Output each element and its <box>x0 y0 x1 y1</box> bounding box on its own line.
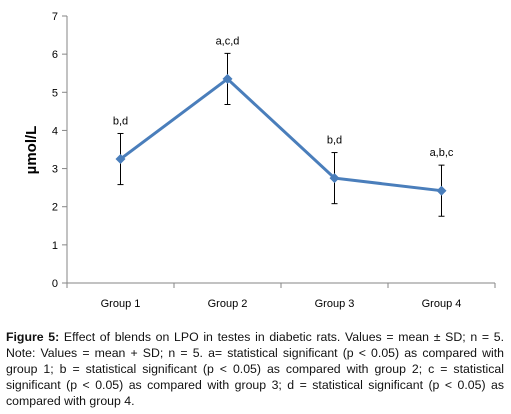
data-point <box>329 173 340 184</box>
caption-label: Figure 5: <box>6 330 60 344</box>
x-axis: Group 1 Group 2 Group 3 Group 4 <box>66 282 496 310</box>
series-line <box>119 76 442 193</box>
x-tick-label: Group 1 <box>101 298 141 310</box>
x-tick-label: Group 3 <box>315 298 355 310</box>
y-axis-label: µmol/L <box>23 126 40 175</box>
y-tick-label: 0 <box>52 278 58 290</box>
y-tick-label: 6 <box>52 49 58 61</box>
significance-labels: b,d a,c,d b,d a,b,c <box>113 35 454 159</box>
y-tick-label: 5 <box>52 87 58 99</box>
figure-caption: Figure 5: Effect of blends on LPO in tes… <box>6 329 504 409</box>
y-tick-label: 3 <box>52 164 58 176</box>
data-point <box>436 185 447 196</box>
data-point <box>115 154 126 165</box>
caption-text: Effect of blends on LPO in testes in dia… <box>6 330 504 408</box>
significance-label: b,d <box>113 115 128 127</box>
x-tick-label: Group 2 <box>208 298 248 310</box>
significance-label: a,c,d <box>216 35 240 47</box>
y-tick-label: 4 <box>52 125 58 137</box>
y-tick-label: 2 <box>52 202 58 214</box>
y-tick-label: 1 <box>52 240 58 252</box>
y-tick-label: 7 <box>52 11 58 23</box>
data-points <box>115 73 447 196</box>
line-chart: 0 1 2 3 4 5 6 7 Group 1 Group 2 Group 3 Group 4 µm… <box>23 11 496 310</box>
error-bars <box>117 52 445 217</box>
significance-label: a,b,c <box>430 147 454 159</box>
significance-label: b,d <box>327 135 342 147</box>
data-point <box>222 73 233 84</box>
y-axis: 0 1 2 3 4 5 6 7 <box>52 11 68 290</box>
x-tick-label: Group 4 <box>422 298 462 310</box>
